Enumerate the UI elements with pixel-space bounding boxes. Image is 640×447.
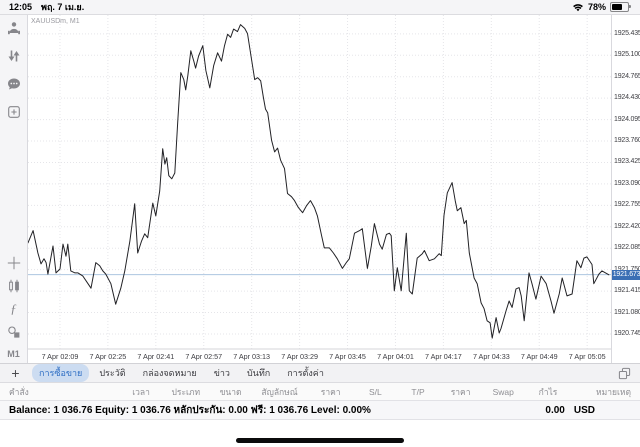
wifi-icon xyxy=(573,3,583,11)
time-axis-label: 7 Apr 04:33 xyxy=(473,352,510,361)
tab-journal[interactable]: บันทึก xyxy=(246,368,271,378)
col-profit: กำไร xyxy=(538,386,558,397)
col-symbol: สัญลักษณ์ xyxy=(261,386,298,397)
col-order: คำสั่ง xyxy=(9,386,29,397)
col-price-open: ราคา xyxy=(320,386,341,397)
battery-percent: 78% xyxy=(587,2,606,12)
bottom-tab-bar: + การซื้อขาย ประวัติ กล่องจดหมาย ข่าว บันทึก… xyxy=(0,363,640,383)
price-axis-label: 1924.095 xyxy=(614,115,640,123)
price-axis-label: 1925.435 xyxy=(614,29,640,37)
timeframe-button[interactable]: M1 xyxy=(7,349,20,359)
time-axis-label: 7 Apr 02:25 xyxy=(90,352,127,361)
price-axis-label: 1921.080 xyxy=(614,308,640,316)
price-axis-label: 1924.430 xyxy=(614,94,640,102)
new-order-icon[interactable] xyxy=(6,104,21,119)
home-indicator[interactable] xyxy=(236,438,404,443)
account-summary-text: Balance: 1 036.76 Equity: 1 036.76 หลักป… xyxy=(9,404,371,416)
tab-settings[interactable]: การตั้งค่า xyxy=(287,368,324,378)
time-axis-label: 7 Apr 02:57 xyxy=(185,352,222,361)
col-type: ประเภท xyxy=(171,386,201,397)
transfer-arrows-icon[interactable] xyxy=(6,48,21,63)
time-axis-label: 7 Apr 02:09 xyxy=(42,352,79,361)
indicators-icon[interactable]: ƒ xyxy=(10,301,17,316)
tab-history[interactable]: ประวัติ xyxy=(99,368,126,378)
chat-icon[interactable] xyxy=(6,76,21,91)
account-summary-bar: Balance: 1 036.76 Equity: 1 036.76 หลักป… xyxy=(0,401,640,420)
battery-icon xyxy=(610,2,631,12)
add-symbol-button[interactable]: + xyxy=(11,364,20,381)
price-axis-label: 1920.745 xyxy=(614,329,640,337)
tab-trade[interactable]: การซื้อขาย xyxy=(32,364,90,382)
chart-area[interactable]: XAUUSDm, M1 7 Apr 02:09 7 Apr 02:25 7 Apr … xyxy=(28,15,640,363)
time-axis-label: 7 Apr 03:45 xyxy=(329,352,366,361)
time-axis-label: 7 Apr 02:41 xyxy=(137,352,174,361)
clock: 12:05 xyxy=(9,2,33,12)
time-axis-label: 7 Apr 04:01 xyxy=(377,352,414,361)
time-axis-label: 7 Apr 04:49 xyxy=(521,352,558,361)
trader-icon[interactable] xyxy=(6,20,21,35)
profit-value: 0.00 xyxy=(545,404,565,416)
status-date: พฤ. 7 เม.ย. xyxy=(41,2,85,12)
price-axis-label: 1922.755 xyxy=(614,201,640,209)
objects-icon[interactable] xyxy=(6,324,21,339)
price-axis-label: 1925.100 xyxy=(614,51,640,59)
price-axis: 1925.435 1925.100 1924.765 1924.430 1924.095… xyxy=(611,15,640,363)
price-axis-label: 1921.750 xyxy=(614,266,640,273)
bottom-area xyxy=(0,420,640,447)
col-price-current: ราคา xyxy=(450,386,471,397)
current-price-badge: 1921.673 xyxy=(612,269,640,280)
col-time: เวลา xyxy=(132,386,150,397)
profit-currency: USD xyxy=(573,404,595,416)
time-axis-label: 7 Apr 04:17 xyxy=(425,352,462,361)
price-axis-label: 1923.090 xyxy=(614,179,640,187)
price-axis-label: 1923.760 xyxy=(614,137,640,145)
time-axis-label: 7 Apr 05:05 xyxy=(569,352,606,361)
windows-icon[interactable] xyxy=(618,367,631,380)
chart-type-icon[interactable] xyxy=(6,278,21,293)
tab-news[interactable]: ข่าว xyxy=(213,368,230,378)
price-axis-label: 1924.765 xyxy=(614,72,640,80)
tab-mailbox[interactable]: กล่องจดหมาย xyxy=(142,368,197,378)
price-axis-label: 1922.420 xyxy=(614,222,640,230)
status-bar: 12:05 พฤ. 7 เม.ย. 78% xyxy=(0,0,640,15)
time-axis-label: 7 Apr 03:13 xyxy=(233,352,270,361)
col-swap: Swap xyxy=(492,386,514,397)
price-chart[interactable]: 7 Apr 02:09 7 Apr 02:25 7 Apr 02:41 7 Apr 0… xyxy=(28,15,611,363)
price-axis-label: 1921.415 xyxy=(614,287,640,295)
chart-symbol-label: XAUUSDm, M1 xyxy=(31,18,80,25)
price-axis-label: 1923.425 xyxy=(614,158,640,166)
orders-table-header: คำสั่ง เวลา ประเภท ขนาด สัญลักษณ์ ราคา S/L T/P ร… xyxy=(0,383,640,401)
chart-toolbar: ƒ M1 xyxy=(0,15,28,363)
col-sl: S/L xyxy=(369,386,382,397)
col-tp: T/P xyxy=(411,386,425,397)
col-volume: ขนาด xyxy=(219,386,242,397)
price-axis-label: 1922.085 xyxy=(614,244,640,252)
time-axis-label: 7 Apr 03:29 xyxy=(281,352,318,361)
crosshair-icon[interactable] xyxy=(6,255,21,270)
col-comment: หมายเหตุ xyxy=(596,386,632,397)
